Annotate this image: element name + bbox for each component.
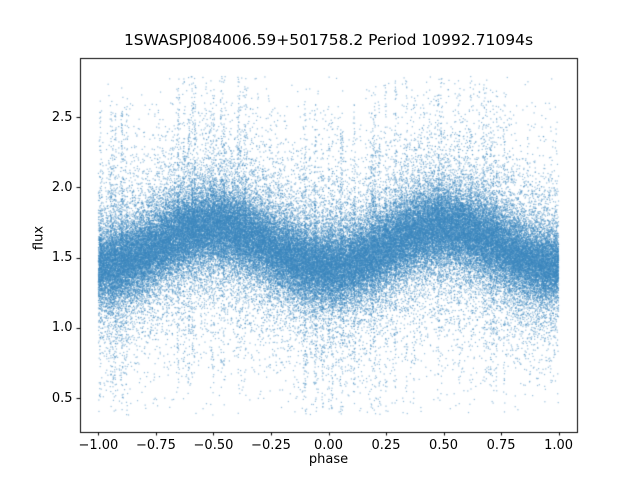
x-tick-label: −0.50 [193, 438, 234, 453]
x-tick-label: 0.00 [314, 438, 343, 453]
x-tick-label: 1.00 [544, 438, 574, 453]
x-tick-label: 0.50 [429, 438, 458, 453]
y-tick-label: 2.0 [51, 179, 73, 195]
x-tick-label: −0.25 [251, 438, 291, 453]
y-tick-label: 1.0 [51, 320, 73, 336]
y-tick-label: 2.5 [51, 109, 73, 125]
y-tick-label: 0.5 [51, 390, 73, 406]
y-axis-label: flux [31, 225, 47, 251]
x-tick-label: 0.75 [486, 438, 516, 453]
x-tick-label: −1.00 [78, 438, 119, 453]
y-tick-label: 1.5 [51, 250, 73, 266]
x-tick-label: 0.25 [371, 438, 401, 453]
x-tick-label: −0.75 [136, 438, 176, 453]
x-axis-label: phase [308, 452, 349, 467]
chart-title: 1SWASPJ084006.59+501758.2 Period 10992.7… [123, 31, 534, 49]
